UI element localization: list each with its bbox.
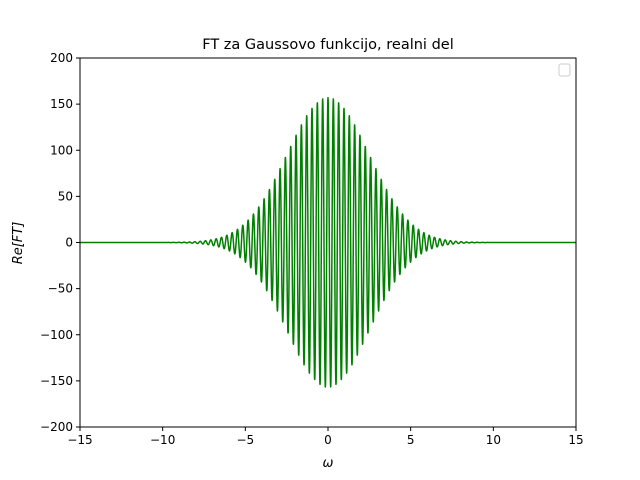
- y-tick-label: −150: [40, 374, 73, 388]
- x-axis-label: ω: [323, 456, 334, 471]
- x-axis-ticks: −15 −10 −5 0 5 10 15: [67, 427, 584, 447]
- y-tick-label: −200: [40, 420, 73, 434]
- y-axis-ticks: −200 −150 −100 −50 0 50 100 150 200: [40, 51, 80, 434]
- x-tick-label: 10: [486, 433, 501, 447]
- series-line: [79, 96, 577, 388]
- y-tick-label: 50: [58, 189, 73, 203]
- plot-area: [79, 96, 577, 388]
- plot-frame: [79, 57, 577, 428]
- legend-box: [558, 63, 571, 77]
- x-tick-label: −10: [150, 433, 175, 447]
- y-tick-label: −50: [48, 282, 73, 296]
- y-tick-label: 200: [50, 51, 73, 65]
- x-tick-label: 5: [407, 433, 415, 447]
- x-tick-label: 0: [324, 433, 332, 447]
- y-axis-label: Re[FT]: [11, 222, 26, 265]
- x-tick-label: −15: [67, 433, 92, 447]
- y-tick-label: 0: [65, 236, 73, 250]
- y-tick-label: 150: [50, 97, 73, 111]
- y-tick-label: 100: [50, 143, 73, 157]
- x-tick-label: −5: [236, 433, 254, 447]
- x-tick-label: 15: [568, 433, 583, 447]
- chart-title: FT za Gaussovo funkcijo, realni del: [202, 37, 453, 53]
- y-tick-label: −100: [40, 328, 73, 342]
